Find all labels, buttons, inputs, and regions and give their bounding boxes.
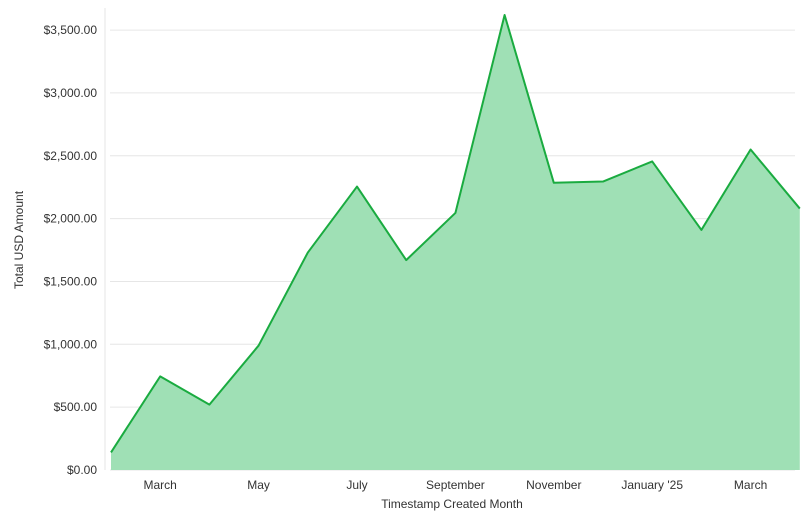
data-point[interactable] xyxy=(695,224,707,236)
data-point[interactable] xyxy=(646,155,658,167)
data-point[interactable] xyxy=(351,181,363,193)
y-tick-label: $1,500.00 xyxy=(44,274,98,288)
y-tick-label: $500.00 xyxy=(54,400,98,414)
data-point[interactable] xyxy=(597,176,609,188)
area-fill xyxy=(111,15,800,470)
x-tick-label: March xyxy=(734,478,767,492)
data-point[interactable] xyxy=(253,340,265,352)
y-tick-label: $2,500.00 xyxy=(44,149,98,163)
x-tick-label: May xyxy=(247,478,270,492)
x-tick-label: July xyxy=(346,478,367,492)
series-line xyxy=(110,14,801,453)
data-point[interactable] xyxy=(794,203,806,215)
data-point[interactable] xyxy=(449,207,461,219)
data-point[interactable] xyxy=(302,247,314,259)
x-tick-label: September xyxy=(426,478,485,492)
x-axis-title: Timestamp Created Month xyxy=(381,497,523,511)
y-tick-label: $2,000.00 xyxy=(44,212,98,226)
data-point[interactable] xyxy=(400,254,412,266)
x-tick-label: March xyxy=(144,478,177,492)
y-tick-label: $3,500.00 xyxy=(44,23,98,37)
y-tick-label: $1,000.00 xyxy=(44,337,98,351)
data-point[interactable] xyxy=(105,446,117,458)
data-point[interactable] xyxy=(203,399,215,411)
x-tick-label: November xyxy=(526,478,581,492)
data-point[interactable] xyxy=(745,143,757,155)
x-axis: March May July September November January '25… xyxy=(144,478,768,492)
data-point[interactable] xyxy=(548,177,560,189)
y-tick-label: $0.00 xyxy=(67,463,97,477)
y-axis-title: Total USD Amount xyxy=(12,190,26,289)
data-point[interactable] xyxy=(499,9,511,21)
area-series xyxy=(105,9,806,470)
data-point[interactable] xyxy=(154,370,166,382)
y-axis: $0.00 $500.00 $1,000.00 $1,500.00 $2,000.00 $… xyxy=(44,23,98,477)
x-tick-label: January '25 xyxy=(621,478,683,492)
y-tick-label: $3,000.00 xyxy=(44,86,98,100)
